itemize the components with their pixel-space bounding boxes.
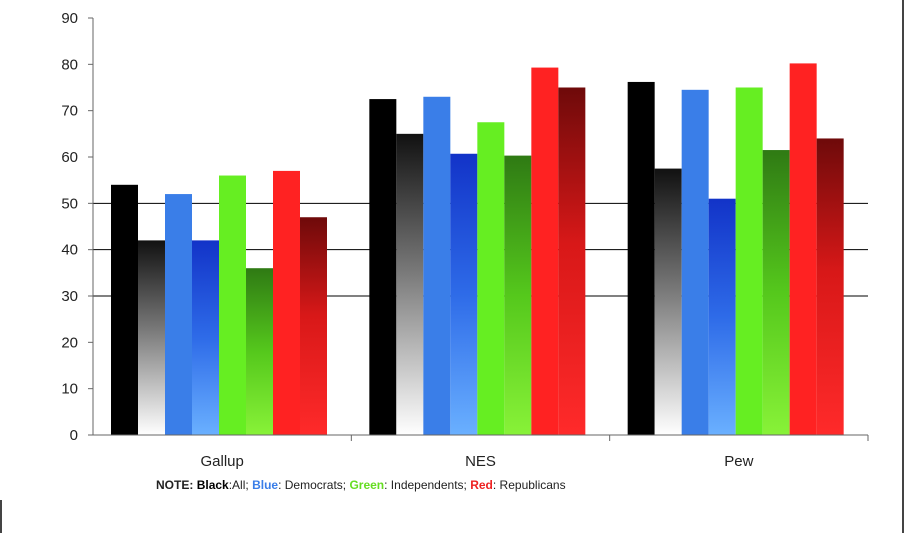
bar-gallup-5 xyxy=(219,175,246,436)
bar-gallup-3 xyxy=(165,194,192,435)
x-tick-label: Gallup xyxy=(200,453,243,470)
bar-nes-6 xyxy=(504,155,532,436)
bar-nes-7 xyxy=(531,67,559,436)
y-tick-label: 40 xyxy=(61,242,78,259)
bar-pew-8 xyxy=(816,138,844,435)
axes xyxy=(88,17,869,441)
y-tick-label: 60 xyxy=(61,149,78,166)
bar-nes-2 xyxy=(396,133,424,436)
legend-red-label: Red xyxy=(470,478,493,492)
bar-nes-4 xyxy=(450,153,478,436)
bar-gallup-6 xyxy=(246,268,273,435)
bar-gallup-7 xyxy=(273,170,300,435)
bar-pew-3 xyxy=(681,89,709,436)
bar-gallup-4 xyxy=(192,240,219,435)
legend-black-text: :All; xyxy=(228,478,249,492)
bar-pew-6 xyxy=(762,150,790,436)
y-tick-label: 50 xyxy=(61,195,78,212)
legend-blue-text: : Democrats; xyxy=(278,478,347,492)
y-tick-label: 90 xyxy=(61,10,78,27)
legend-red-text: : Republicans xyxy=(492,478,566,492)
legend-black-label: Black xyxy=(196,478,229,492)
y-tick-label: 80 xyxy=(61,56,78,73)
x-tick-label: Pew xyxy=(724,453,753,470)
x-tick-labels: Gallup NES Pew xyxy=(200,453,753,470)
bar-pew-5 xyxy=(735,87,763,435)
y-tick-label: 20 xyxy=(61,334,78,351)
bar-pew-4 xyxy=(708,198,736,435)
bar-nes-3 xyxy=(423,96,451,436)
y-tick-label: 0 xyxy=(70,427,78,444)
legend-blue-label: Blue xyxy=(252,478,279,492)
note-prefix: NOTE: xyxy=(156,478,194,492)
y-tick-label: 10 xyxy=(61,381,78,398)
bar-nes-8 xyxy=(558,87,586,435)
bar-gallup-2 xyxy=(138,240,165,435)
bar-nes-1 xyxy=(369,99,397,435)
y-tick-label: 70 xyxy=(61,103,78,120)
y-tick-label: 30 xyxy=(61,288,78,305)
x-tick-label: NES xyxy=(465,453,496,470)
bars xyxy=(111,63,844,436)
bar-nes-5 xyxy=(477,122,505,435)
bar-pew-1 xyxy=(627,81,655,435)
y-tick-labels: 0 10 20 30 40 50 60 70 80 90 xyxy=(61,10,78,444)
bar-pew-2 xyxy=(654,168,682,436)
bar-gallup-1 xyxy=(111,184,138,435)
bar-gallup-8 xyxy=(300,217,327,435)
legend-green-label: Green xyxy=(349,478,385,492)
bar-pew-7 xyxy=(789,63,817,435)
legend-note: NOTE: Black:All; Blue: Democrats; Green:… xyxy=(156,478,566,492)
legend-green-text: : Independents; xyxy=(384,478,467,492)
